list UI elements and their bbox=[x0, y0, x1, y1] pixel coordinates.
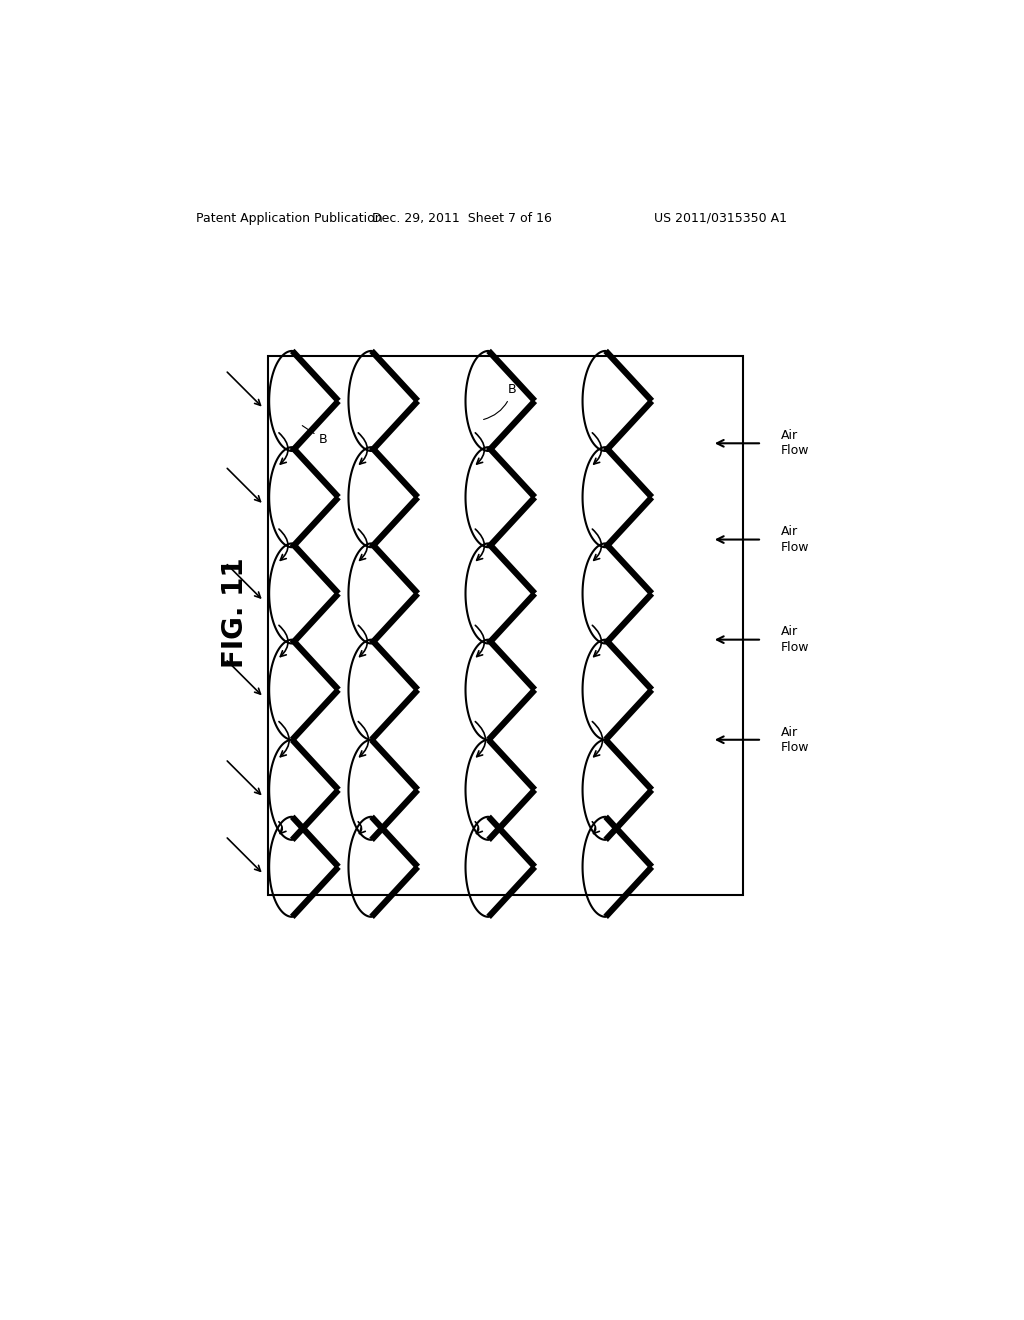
Text: Air: Air bbox=[781, 726, 799, 739]
Text: B: B bbox=[483, 383, 516, 420]
Text: B: B bbox=[302, 425, 328, 446]
Text: Flow: Flow bbox=[781, 445, 810, 458]
Text: Air: Air bbox=[781, 626, 799, 639]
Text: Flow: Flow bbox=[781, 640, 810, 653]
Text: Dec. 29, 2011  Sheet 7 of 16: Dec. 29, 2011 Sheet 7 of 16 bbox=[372, 213, 552, 224]
Text: Flow: Flow bbox=[781, 541, 810, 554]
Text: Air: Air bbox=[781, 525, 799, 539]
Text: US 2011/0315350 A1: US 2011/0315350 A1 bbox=[654, 213, 787, 224]
Text: FIG. 11: FIG. 11 bbox=[220, 557, 249, 668]
Text: Air: Air bbox=[781, 429, 799, 442]
Text: Patent Application Publication: Patent Application Publication bbox=[196, 213, 383, 224]
Bar bbox=[267, 356, 742, 895]
Text: Flow: Flow bbox=[781, 741, 810, 754]
